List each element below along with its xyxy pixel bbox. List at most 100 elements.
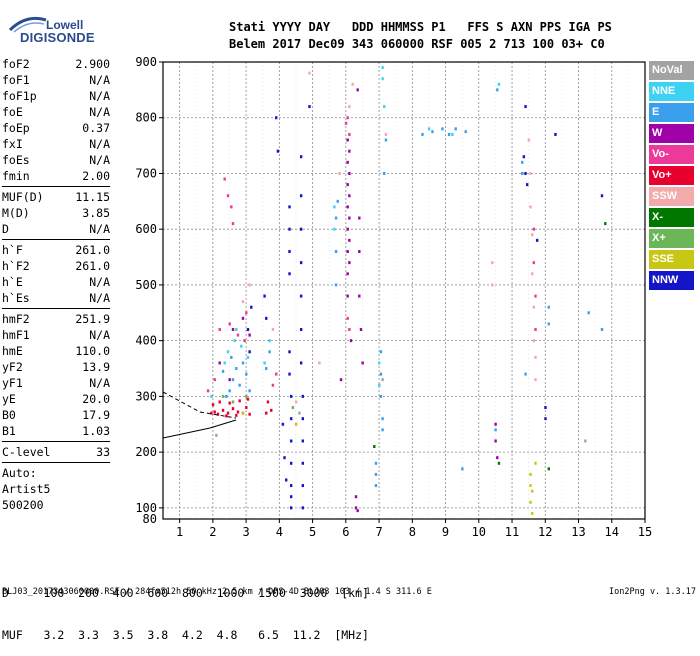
source-info: BLJ03_2017343060000.RSF / 284fx512h 50 k… bbox=[2, 587, 432, 597]
y-tick-label: 800 bbox=[135, 111, 157, 125]
parameter-label: foEs bbox=[2, 153, 30, 167]
data-point bbox=[349, 339, 353, 343]
digisonde-logo: Lowell DIGISONDE bbox=[6, 8, 156, 45]
data-point bbox=[275, 372, 278, 376]
parameter-separator bbox=[2, 462, 110, 463]
parameter-value: 251.9 bbox=[75, 312, 110, 326]
parameter-value: 13.9 bbox=[82, 360, 110, 374]
data-point bbox=[299, 328, 303, 332]
data-point bbox=[288, 249, 291, 253]
data-point bbox=[233, 339, 236, 343]
data-point bbox=[530, 511, 534, 515]
data-point bbox=[336, 199, 339, 203]
data-point bbox=[228, 389, 231, 393]
data-point bbox=[268, 350, 271, 354]
parameter-label: C-level bbox=[2, 445, 51, 459]
parameter-label: foF2 bbox=[2, 57, 30, 71]
parameter-label: foF1 bbox=[2, 73, 30, 87]
parameter-row: fxI N/A bbox=[2, 136, 110, 152]
legend-item: SSW bbox=[649, 187, 694, 206]
data-point bbox=[348, 328, 351, 332]
data-point bbox=[301, 461, 305, 465]
data-point bbox=[494, 428, 497, 432]
data-point bbox=[236, 410, 240, 414]
data-point bbox=[230, 205, 233, 209]
data-point bbox=[266, 400, 270, 404]
data-point bbox=[288, 272, 291, 276]
data-point bbox=[348, 261, 351, 265]
data-point bbox=[600, 328, 604, 332]
x-tick-label: 14 bbox=[605, 525, 619, 539]
data-point bbox=[381, 428, 384, 432]
data-point bbox=[584, 439, 587, 443]
y-tick-label: 900 bbox=[135, 55, 157, 69]
y-tick-label: 300 bbox=[135, 389, 157, 403]
parameter-row: h`E N/A bbox=[2, 274, 110, 290]
footer-muf-row: MUF 3.2 3.3 3.5 3.8 4.2 4.8 6.5 11.2 [MH… bbox=[2, 628, 369, 642]
data-point bbox=[544, 406, 547, 410]
data-point bbox=[339, 378, 343, 382]
data-point bbox=[265, 411, 268, 415]
data-point bbox=[346, 227, 349, 231]
parameter-row: h`F2 261.0 bbox=[2, 258, 110, 274]
parameter-label: yE bbox=[2, 392, 16, 406]
data-point bbox=[441, 127, 444, 131]
data-point bbox=[265, 367, 268, 371]
parameter-row: yF1 N/A bbox=[2, 375, 110, 391]
parameter-panel: foF2 2.900 foF1 N/A foF1p N/A foE N/A foEp 0.37 fx… bbox=[2, 56, 110, 513]
data-point bbox=[308, 105, 311, 109]
data-point bbox=[268, 339, 271, 343]
data-point bbox=[524, 171, 527, 175]
data-point bbox=[491, 283, 494, 287]
legend-item: NoVal bbox=[649, 61, 694, 80]
parameter-label: B0 bbox=[2, 408, 16, 422]
data-point bbox=[346, 294, 349, 298]
footer-table: D 100 200 400 600 800 1000 1500 3000 [km… bbox=[2, 558, 369, 656]
parameter-value: N/A bbox=[89, 291, 110, 305]
data-point bbox=[221, 369, 225, 373]
plot-frame bbox=[162, 61, 646, 520]
parameter-note: Artist5 bbox=[2, 482, 51, 496]
data-point bbox=[334, 249, 338, 253]
data-point bbox=[547, 467, 550, 471]
data-point bbox=[554, 132, 557, 136]
parameter-row: B1 1.03 bbox=[2, 423, 110, 439]
parameter-label: h`F2 bbox=[2, 259, 30, 273]
parameter-note: Auto: bbox=[2, 466, 37, 480]
data-point bbox=[427, 127, 431, 131]
data-point bbox=[494, 439, 497, 443]
legend-item: W bbox=[649, 124, 694, 143]
data-point bbox=[381, 417, 384, 421]
legend-item: Vo- bbox=[649, 145, 694, 164]
profile-trace-line bbox=[162, 419, 237, 439]
data-point bbox=[299, 194, 303, 198]
y-tick-label: 80 bbox=[143, 512, 157, 526]
data-point bbox=[534, 378, 537, 382]
data-point bbox=[346, 205, 349, 209]
data-point bbox=[348, 132, 351, 136]
data-point bbox=[348, 194, 351, 198]
data-point bbox=[529, 500, 532, 504]
data-point bbox=[231, 400, 235, 404]
parameter-row: foF1p N/A bbox=[2, 88, 110, 104]
data-point bbox=[289, 461, 293, 465]
parameter-row: foE N/A bbox=[2, 104, 110, 120]
x-tick-label: 2 bbox=[209, 525, 216, 539]
data-point bbox=[359, 328, 363, 332]
data-point bbox=[289, 394, 293, 398]
data-point bbox=[299, 294, 303, 298]
data-point bbox=[211, 403, 215, 407]
data-point bbox=[333, 205, 336, 209]
data-point bbox=[281, 422, 285, 426]
x-tick-label: 9 bbox=[442, 525, 449, 539]
data-point bbox=[381, 77, 384, 81]
data-point bbox=[421, 132, 424, 136]
data-point bbox=[497, 461, 501, 465]
data-point bbox=[289, 484, 293, 488]
parameter-label: h`E bbox=[2, 275, 23, 289]
data-point bbox=[288, 350, 291, 354]
parameter-value: N/A bbox=[89, 73, 110, 87]
data-point bbox=[275, 116, 278, 120]
parameter-value: N/A bbox=[89, 89, 110, 103]
data-point bbox=[221, 394, 225, 398]
